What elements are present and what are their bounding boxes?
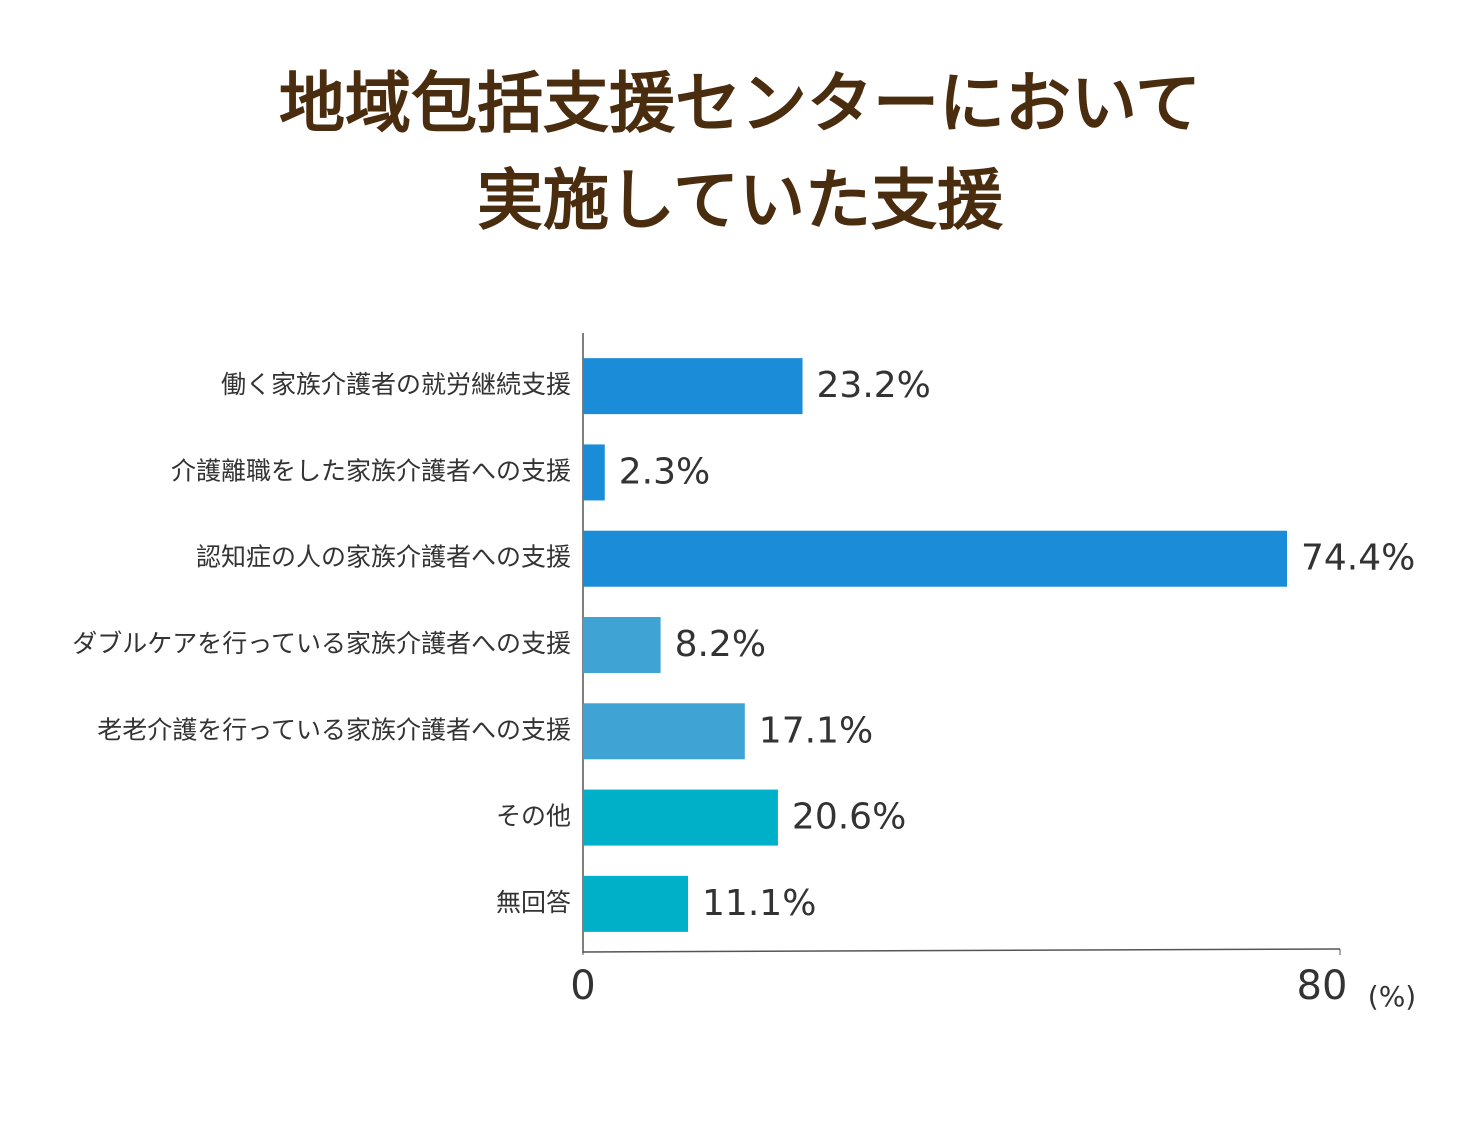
y-tick-label: 老老介護を行っている家族介護者への支援 — [97, 715, 571, 744]
chart-title: 実施していた支援 — [477, 162, 1004, 239]
x-tick-label: 0 — [570, 963, 595, 1009]
bar — [583, 789, 778, 846]
y-tick-label: その他 — [496, 802, 571, 831]
value-label: 8.2% — [675, 624, 766, 665]
chart-title: 地域包括支援センターにおいて — [279, 65, 1201, 142]
y-tick-label: ダブルケアを行っている家族介護者への支援 — [72, 629, 571, 658]
value-label: 11.1% — [702, 883, 816, 924]
bar — [583, 875, 689, 932]
value-label: 23.2% — [817, 365, 931, 406]
value-label: 20.6% — [792, 797, 906, 838]
bar — [583, 358, 803, 415]
y-tick-label: 認知症の人の家族介護者への支援 — [196, 543, 571, 572]
x-axis — [582, 948, 1341, 953]
bar — [583, 617, 661, 673]
y-tick-label: 介護離職をした家族介護者への支援 — [171, 456, 571, 485]
bar — [583, 530, 1288, 587]
bar — [583, 703, 745, 760]
bar — [583, 444, 605, 501]
x-tick-label: 80 — [1297, 963, 1348, 1009]
y-tick-label: 働く家族介護者の就労継続支援 — [221, 370, 571, 399]
value-label: 74.4% — [1301, 538, 1415, 579]
x-axis-unit: (%) — [1368, 980, 1416, 1013]
y-tick-label: 無回答 — [496, 888, 571, 917]
value-label: 17.1% — [759, 710, 873, 751]
value-label: 2.3% — [619, 451, 710, 492]
